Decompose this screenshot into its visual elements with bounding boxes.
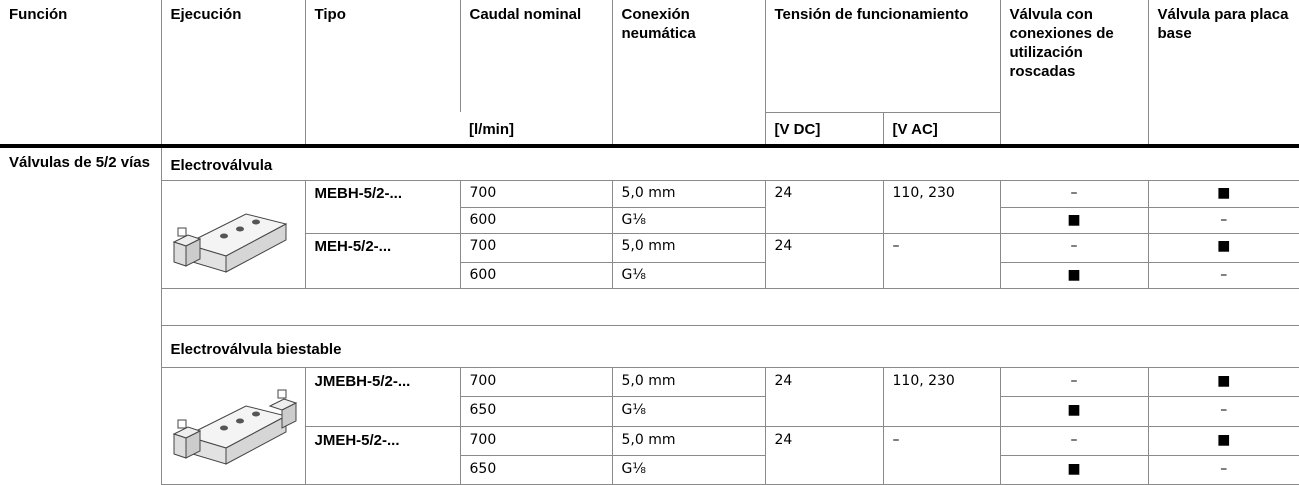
connection-cell: 5,0 mm xyxy=(611,426,765,456)
valve-shape xyxy=(173,241,186,267)
threaded-cell: ■ xyxy=(999,396,1148,427)
data-row: 600 G⅛ ■ – xyxy=(0,262,1299,289)
threaded-cell: ■ xyxy=(999,262,1148,289)
voltage-dc-cell: 24 xyxy=(764,426,883,485)
data-row: 650 G⅛ ■ – xyxy=(0,455,1299,485)
valve-shape xyxy=(225,414,286,465)
valve-shape xyxy=(219,233,228,239)
group-label: Electroválvula xyxy=(160,146,1299,181)
subbase-cell: ■ xyxy=(1147,233,1299,263)
header-cell: Conexión neumática xyxy=(611,0,765,148)
header-unit: [V AC] xyxy=(882,112,1000,148)
header-row: Función Ejecución Tipo Caudal nominal Co… xyxy=(0,0,1299,148)
valve-shape xyxy=(173,432,186,459)
header-cell: Válvula con conexiones de utilización ro… xyxy=(999,0,1148,148)
valve-shape xyxy=(281,401,296,429)
header-cell: Función xyxy=(0,0,161,148)
header-cell: Tipo xyxy=(304,0,460,148)
header-cell: Ejecución xyxy=(160,0,305,148)
connection-cell: G⅛ xyxy=(611,396,765,427)
valve-shape xyxy=(225,223,286,273)
flow-cell: 600 xyxy=(459,262,612,289)
valve-shape xyxy=(251,219,260,225)
flow-cell: 600 xyxy=(459,207,612,234)
group-label: Electroválvula biestable xyxy=(160,325,1299,368)
valve-shape xyxy=(177,227,186,237)
connection-cell: G⅛ xyxy=(611,262,765,289)
threaded-cell: ■ xyxy=(999,455,1148,485)
connection-cell: G⅛ xyxy=(611,207,765,234)
valve-shape xyxy=(251,411,260,416)
valve-shape xyxy=(177,419,186,428)
flow-cell: 700 xyxy=(459,233,612,263)
connection-cell: 5,0 mm xyxy=(611,233,765,263)
subbase-cell: – xyxy=(1147,455,1299,485)
voltage-ac-cell: 110, 230 xyxy=(882,367,1000,427)
image-cell xyxy=(160,180,305,289)
valve-shape xyxy=(185,238,200,267)
group-row: Electroválvula biestable xyxy=(0,325,1299,368)
data-row: MEBH-5/2-... 700 5,0 mm 24 110, 230– ■ xyxy=(0,180,1299,289)
type-cell: JMEBH-5/2-... xyxy=(304,367,460,427)
valve-image xyxy=(172,389,297,465)
voltage-ac-cell: 110, 230 xyxy=(882,180,1000,234)
data-row: 600 G⅛ ■ – xyxy=(0,207,1299,234)
flow-cell: 650 xyxy=(459,396,612,427)
header-unit: [l/min] xyxy=(460,112,612,148)
header-row: [l/min] [V DC] [V AC] xyxy=(0,112,1299,148)
valve-shape xyxy=(277,389,286,398)
table-body: Válvulas de 5/2 vías Electroválvula MEBH-5… xyxy=(0,146,1299,485)
group-row: Válvulas de 5/2 vías Electroválvula xyxy=(0,146,1299,181)
flow-cell: 650 xyxy=(459,455,612,485)
type-cell: MEH-5/2-... xyxy=(304,233,460,289)
subbase-cell: ■ xyxy=(1147,426,1299,456)
voltage-ac-cell: – xyxy=(882,426,1000,485)
voltage-ac-cell: – xyxy=(882,233,1000,289)
subbase-cell: – xyxy=(1147,207,1299,234)
header-cell: Tensión de funcionamiento xyxy=(764,0,1000,113)
threaded-cell: – xyxy=(999,426,1148,456)
header-unit: [V DC] xyxy=(764,112,883,148)
header-cell: Válvula para placa base xyxy=(1147,0,1299,148)
connection-cell: 5,0 mm xyxy=(611,180,765,208)
image-cell xyxy=(160,367,305,485)
blank-row xyxy=(0,288,1299,326)
header-cell: Caudal nominal xyxy=(459,0,612,112)
subbase-cell: ■ xyxy=(1147,180,1299,208)
flow-cell: 700 xyxy=(459,367,612,398)
connection-cell: 5,0 mm xyxy=(611,367,765,398)
type-cell: JMEH-5/2-... xyxy=(304,426,460,485)
voltage-dc-cell: 24 xyxy=(764,367,883,427)
function-cell: Válvulas de 5/2 vías xyxy=(9,154,150,171)
subbase-cell: – xyxy=(1147,262,1299,289)
type-cell: MEBH-5/2-... xyxy=(304,180,460,234)
valve-shape xyxy=(235,226,244,232)
blank-cell xyxy=(160,288,1299,326)
data-row: JMEH-5/2-... 700 5,0 mm 24– – ■ xyxy=(0,426,1299,485)
flow-cell: 700 xyxy=(459,426,612,456)
threaded-cell: – xyxy=(999,367,1148,398)
threaded-cell: – xyxy=(999,233,1148,263)
valve-shape xyxy=(219,425,228,430)
connection-cell: G⅛ xyxy=(611,455,765,485)
voltage-dc-cell: 24 xyxy=(764,233,883,289)
data-row: JMEBH-5/2-... 700 5,0 mm 24 110, 230– ■ xyxy=(0,367,1299,485)
valve-image xyxy=(172,213,287,273)
valve-shape xyxy=(235,418,244,423)
voltage-dc-cell: 24 xyxy=(764,180,883,234)
threaded-cell: – xyxy=(999,180,1148,208)
data-row: MEH-5/2-... 700 5,0 mm 24– – ■ xyxy=(0,233,1299,289)
subbase-cell: ■ xyxy=(1147,367,1299,398)
data-row: 650 G⅛ ■ – xyxy=(0,396,1299,427)
table-header: Función Ejecución Tipo Caudal nominal Co… xyxy=(0,0,1299,148)
valve-shape xyxy=(185,429,200,459)
threaded-cell: ■ xyxy=(999,207,1148,234)
flow-cell: 700 xyxy=(459,180,612,208)
subbase-cell: – xyxy=(1147,396,1299,427)
